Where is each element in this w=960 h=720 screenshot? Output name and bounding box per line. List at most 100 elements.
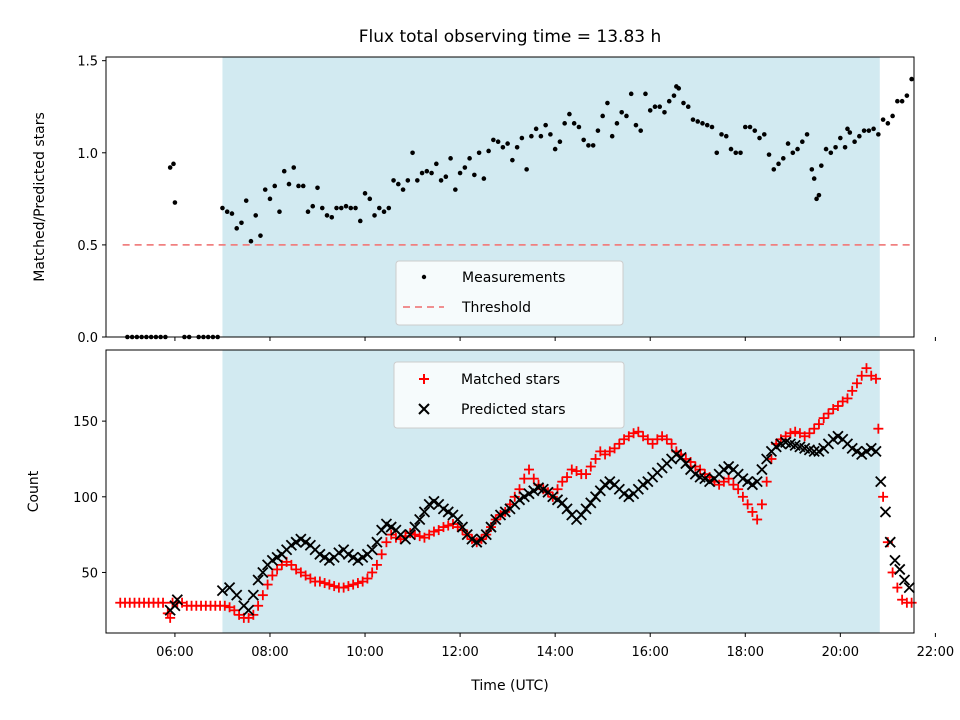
measurement-point (647, 108, 653, 113)
matched-star-point (847, 385, 858, 396)
measurement-point (609, 133, 615, 139)
predicted-star-point (580, 503, 592, 515)
measurement-point (410, 150, 415, 156)
measurement-point (816, 192, 822, 198)
measurement-point (324, 213, 330, 218)
measurement-point (505, 141, 510, 146)
measurement-point (429, 170, 434, 176)
measurement-point (376, 205, 382, 211)
measurement-point (766, 152, 772, 157)
predicted-star-point (879, 506, 892, 518)
predicted-star-point (680, 457, 692, 470)
matched-star-point (809, 423, 820, 434)
matched-star-point (158, 597, 169, 608)
measurement-point (229, 211, 235, 216)
matched-star-point (329, 581, 340, 592)
measurement-point (443, 174, 449, 180)
measurement-point (595, 128, 601, 133)
measurement-point (800, 139, 805, 145)
measurement-point (700, 121, 705, 126)
measurement-point (491, 137, 496, 143)
x-axis-label: Time (UTC) (470, 678, 548, 694)
measurement-point (624, 113, 629, 119)
measurement-point (852, 139, 857, 145)
predicted-star-point (589, 491, 602, 503)
measurement-point (790, 150, 796, 156)
measurement-point (614, 121, 620, 126)
legend-measurements-marker (421, 274, 427, 280)
measurement-point (619, 109, 624, 115)
bottom-x-ticks: 06:00 08:00 10:00 12:00 14:00 16:00 18:00 20:00… (156, 633, 954, 660)
predicted-star-point (585, 497, 597, 509)
matched-star-point (752, 514, 763, 525)
measurement-point (253, 213, 259, 218)
matched-star-point (790, 426, 801, 437)
predicted-star-point (898, 574, 911, 586)
matched-star-point (562, 472, 573, 483)
predicted-star-point (418, 506, 431, 518)
measurement-point (704, 122, 710, 128)
x-tick-label: 10:00 (346, 645, 383, 660)
measurement-point (747, 124, 753, 130)
matched-star-point (585, 461, 596, 472)
measurement-point (885, 121, 891, 126)
matched-star-point (428, 526, 439, 537)
predicted-star-point (556, 497, 568, 509)
measurement-point (828, 150, 834, 156)
measurement-point (811, 176, 817, 181)
measurement-point (571, 121, 577, 126)
matched-star-point (747, 506, 758, 517)
y-tick-label: 1.0 (77, 147, 98, 162)
y-tick-label: 0.5 (77, 239, 98, 254)
measurement-point (434, 161, 439, 167)
matched-star-point (842, 393, 853, 404)
measurement-point (453, 187, 458, 192)
predicted-star-point (257, 566, 269, 579)
measurement-point (633, 122, 639, 128)
predicted-star-point (594, 485, 606, 497)
top-y-axis-label: Matched/Predicted stars (32, 112, 48, 282)
measurement-point (666, 98, 672, 104)
measurement-point (348, 205, 354, 211)
top-y-ticks: 0.0 0.5 1.0 1.5 (77, 55, 106, 346)
predicted-stars-series (164, 430, 915, 616)
measurement-point (576, 124, 582, 130)
matched-star-point (832, 400, 843, 411)
matched-star-point (892, 582, 903, 593)
measurement-point (552, 146, 558, 152)
measurement-point (671, 93, 677, 98)
y-tick-label: 0.0 (77, 331, 98, 346)
bottom-panel: 50 100 150 06:00 08:00 10:00 12:00 14:00 16:00 1… (26, 349, 954, 694)
matched-star-point (314, 576, 325, 587)
matched-star-point (614, 438, 625, 449)
predicted-star-point (575, 509, 587, 521)
matched-star-point (438, 522, 449, 533)
predicted-star-point (870, 445, 882, 458)
measurement-point (262, 187, 268, 192)
measurement-point (857, 133, 862, 139)
measurement-point (495, 139, 501, 145)
matched-star-point (666, 438, 677, 449)
measurement-point (757, 135, 762, 141)
measurement-point (300, 183, 306, 189)
matched-star-point (519, 473, 530, 484)
measurement-point (338, 205, 344, 211)
matched-star-point (642, 434, 653, 445)
predicted-star-point (894, 563, 906, 576)
legend-matched-label: Matched stars (461, 372, 560, 388)
predicted-star-point (485, 521, 497, 533)
matched-star-point (761, 476, 772, 487)
measurement-point (305, 209, 311, 215)
matched-star-point (609, 443, 620, 454)
measurement-point (690, 117, 696, 122)
matched-star-point (443, 520, 454, 531)
measurement-point (396, 181, 401, 187)
measurement-point (510, 157, 515, 163)
matched-star-point (756, 499, 767, 510)
measurement-point (895, 98, 900, 104)
matched-star-point (319, 578, 330, 589)
matched-star-point (262, 579, 273, 590)
matched-star-point (566, 464, 577, 475)
matched-star-point (733, 484, 744, 495)
measurements-series (125, 76, 914, 340)
